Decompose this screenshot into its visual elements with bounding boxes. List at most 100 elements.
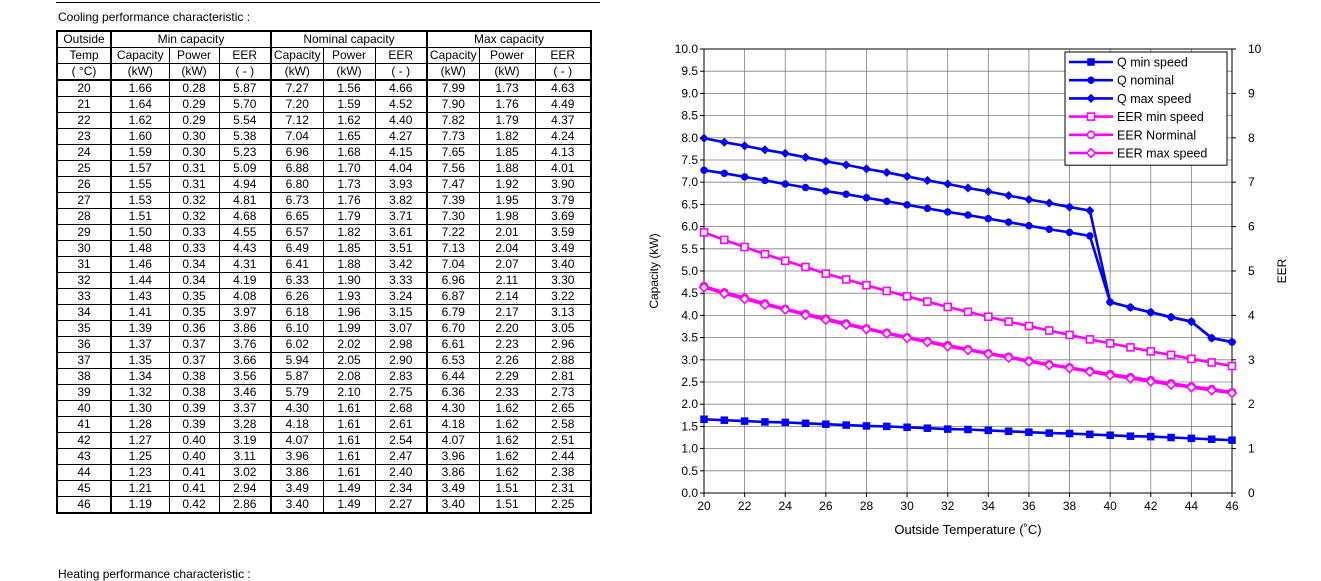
grid-lines [704, 49, 1232, 493]
data-point [901, 332, 913, 344]
cell-max-capacity: 3.40 [426, 496, 480, 514]
data-point [739, 293, 751, 305]
legend-entry: EER min speed [1069, 110, 1204, 124]
data-point [1167, 433, 1175, 442]
cell-max-eer: 4.49 [534, 96, 592, 113]
cell-max-eer: 4.63 [534, 80, 592, 97]
cell-min-power: 0.34 [168, 256, 220, 273]
x-tick-label: 20 [697, 499, 711, 513]
cell-nom-capacity: 5.94 [270, 352, 324, 369]
y-tick-label: 8.0 [681, 131, 698, 145]
y-tick-label: 0.5 [681, 464, 698, 478]
data-point [943, 425, 952, 433]
data-point [1226, 387, 1238, 399]
data-point [1003, 190, 1014, 201]
cell-max-eer: 3.05 [534, 320, 592, 337]
cell-nom-eer: 3.61 [374, 224, 428, 241]
data-point [822, 420, 830, 428]
table-row: 20 1.66 0.28 5.87 7.27 1.56 4.66 7.99 1.73 4.63 [56, 80, 592, 97]
cell-min-capacity: 1.60 [110, 128, 170, 145]
header-nominal-capacity: Nominal capacity [270, 30, 428, 48]
cell-min-eer: 5.70 [218, 96, 272, 113]
table-row: 35 1.39 0.36 3.86 6.10 1.99 3.07 6.70 2.20 3.05 [56, 320, 592, 337]
cell-nom-eer: 3.82 [374, 192, 428, 209]
data-point [983, 186, 993, 197]
cell-nom-power: 1.73 [322, 176, 376, 193]
y2-tick-label: 10 [1248, 42, 1262, 56]
cell-max-eer: 2.51 [534, 432, 592, 449]
cell-temp: 31 [56, 256, 112, 273]
cell-max-eer: 3.79 [534, 192, 592, 209]
table-row: 33 1.43 0.35 4.08 6.26 1.93 3.24 6.87 2.14 3.22 [56, 288, 592, 305]
data-point [759, 299, 771, 311]
cell-max-eer: 2.81 [534, 368, 592, 385]
data-point [984, 312, 993, 322]
unit-header-min-capacity: (kW) [110, 63, 170, 81]
cell-max-capacity: 4.18 [426, 416, 480, 433]
y-tick-label: 6.5 [681, 197, 698, 211]
data-point [841, 275, 851, 284]
cell-temp: 26 [56, 176, 112, 193]
data-point [760, 249, 770, 259]
cell-nom-eer: 3.93 [374, 176, 428, 193]
data-point [821, 156, 831, 166]
cell-max-power: 2.29 [478, 368, 536, 385]
cell-max-eer: 2.58 [534, 416, 592, 433]
cell-max-power: 1.51 [478, 480, 536, 497]
data-point [1207, 333, 1217, 343]
data-point [1126, 432, 1135, 440]
performance-table: Outside Min capacity Nominal capacity Ma… [56, 30, 592, 514]
cell-nom-power: 1.93 [322, 288, 376, 305]
cell-max-power: 2.11 [478, 272, 536, 289]
top-rule [56, 2, 600, 3]
table-row: 23 1.60 0.30 5.38 7.04 1.65 4.27 7.73 1.82 4.24 [56, 128, 592, 145]
y-tick-label: 7.5 [681, 153, 698, 167]
data-point [1064, 202, 1075, 212]
cell-nom-eer: 4.27 [374, 128, 428, 145]
cell-max-capacity: 6.96 [426, 272, 480, 289]
data-point [902, 171, 912, 182]
cell-min-eer: 3.76 [218, 336, 272, 353]
table-row: 31 1.46 0.34 4.31 6.41 1.88 3.42 7.04 2.07 3.40 [56, 256, 592, 273]
cell-min-eer: 3.28 [218, 416, 272, 433]
col-header-nom-power: Power [322, 47, 376, 64]
unit-header-min-power: (kW) [168, 63, 220, 81]
cell-min-power: 0.31 [168, 160, 220, 177]
table-row: 28 1.51 0.32 4.68 6.65 1.79 3.71 7.30 1.98 3.69 [56, 208, 592, 225]
cell-nom-power: 2.10 [322, 384, 376, 401]
legend-entry: Q max speed [1069, 92, 1191, 106]
cell-nom-power: 1.85 [322, 240, 376, 257]
cell-min-capacity: 1.35 [110, 352, 170, 369]
cell-nom-capacity: 5.87 [270, 368, 324, 385]
data-point [1125, 302, 1136, 313]
cell-nom-power: 1.70 [322, 160, 376, 177]
table-row: 46 1.19 0.42 2.86 3.40 1.49 2.27 3.40 1.51 2.25 [56, 496, 592, 514]
table-row: 30 1.48 0.33 4.43 6.49 1.85 3.51 7.13 2.04 3.49 [56, 240, 592, 257]
cell-nom-capacity: 3.49 [270, 480, 324, 497]
y-tick-label: 3.5 [681, 331, 698, 345]
data-point [801, 262, 810, 272]
table-row: 26 1.55 0.31 4.94 6.80 1.73 3.93 7.47 1.92 3.90 [56, 176, 592, 193]
cell-nom-power: 1.61 [322, 448, 376, 465]
data-point [1045, 225, 1053, 234]
data-point [801, 419, 810, 428]
data-point [1025, 428, 1033, 436]
cell-nom-power: 1.79 [322, 208, 376, 225]
data-point [1227, 337, 1237, 347]
cell-min-power: 0.38 [168, 384, 220, 401]
table-row: 29 1.50 0.33 4.55 6.57 1.82 3.61 7.22 2.01 3.59 [56, 224, 592, 241]
cell-min-power: 0.30 [168, 128, 220, 145]
cell-max-capacity: 6.87 [426, 288, 480, 305]
table-row: 22 1.62 0.29 5.54 7.12 1.62 4.40 7.82 1.79 4.37 [56, 112, 592, 129]
cell-max-capacity: 6.79 [426, 304, 480, 321]
data-point [720, 235, 729, 245]
cell-max-power: 2.07 [478, 256, 536, 273]
cell-max-power: 1.73 [478, 80, 536, 97]
data-point [1084, 366, 1096, 378]
cell-temp: 30 [56, 240, 112, 257]
cell-nom-eer: 3.15 [374, 304, 428, 321]
cell-max-capacity: 6.61 [426, 336, 480, 353]
series-q-min-speed [700, 415, 1236, 444]
y-tick-label: 5.5 [681, 242, 698, 256]
y-tick-label: 10.0 [675, 42, 699, 56]
